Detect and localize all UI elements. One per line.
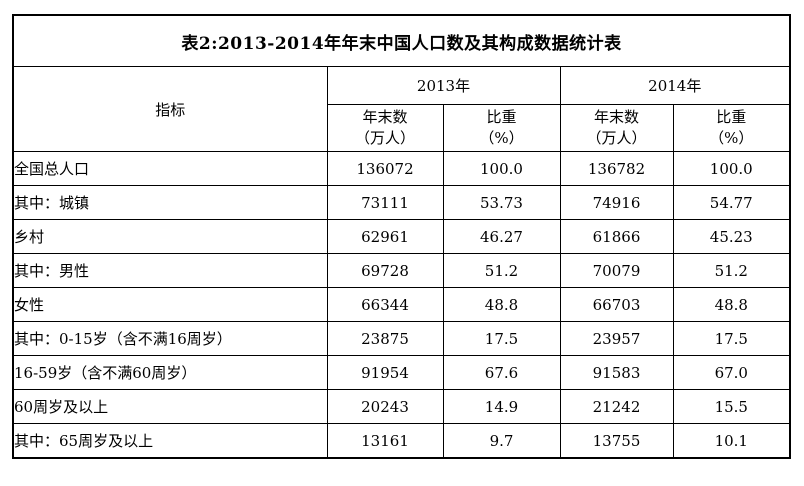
value-cell: 74916 xyxy=(559,185,674,220)
value-cell: 17.5 xyxy=(442,321,561,356)
value-cell: 70079 xyxy=(559,253,674,288)
value-cell: 53.73 xyxy=(442,185,561,220)
row-label: 其中：城镇 xyxy=(12,185,328,220)
table-body: 全国总人口 136072 100.0 136782 100.0 其中：城镇 73111 53.… xyxy=(12,151,791,459)
value-cell: 17.5 xyxy=(672,321,791,356)
row-label: 其中：65周岁及以上 xyxy=(12,423,328,459)
value-cell: 136072 xyxy=(326,151,444,186)
col-header-indicator: 指标 xyxy=(12,66,328,152)
table-row: 女性 66344 48.8 66703 48.8 xyxy=(12,287,791,322)
value-cell: 136782 xyxy=(559,151,674,186)
col-header-2013-yearend-count: 年末数 （万人） xyxy=(326,104,444,152)
value-cell: 67.6 xyxy=(442,355,561,390)
value-cell: 100.0 xyxy=(442,151,561,186)
value-cell: 51.2 xyxy=(672,253,791,288)
value-cell: 45.23 xyxy=(672,219,791,254)
title-row: 表2:2013-2014年年末中国人口数及其构成数据统计表 xyxy=(12,14,791,67)
measure-line2: （%） xyxy=(709,129,754,147)
table-row: 其中：65周岁及以上 13161 9.7 13755 10.1 xyxy=(12,423,791,459)
measure-line1: 年末数 xyxy=(362,108,408,126)
table-row: 其中：男性 69728 51.2 70079 51.2 xyxy=(12,253,791,288)
value-cell: 91954 xyxy=(326,355,444,390)
col-header-year-2013: 2013年 xyxy=(326,66,561,105)
row-label: 乡村 xyxy=(12,219,328,254)
table-row: 乡村 62961 46.27 61866 45.23 xyxy=(12,219,791,254)
value-cell: 69728 xyxy=(326,253,444,288)
value-cell: 15.5 xyxy=(672,389,791,424)
value-cell: 21242 xyxy=(559,389,674,424)
measure-line1: 比重 xyxy=(716,108,747,126)
value-cell: 100.0 xyxy=(672,151,791,186)
value-cell: 66344 xyxy=(326,287,444,322)
value-cell: 73111 xyxy=(326,185,444,220)
table-title: 表2:2013-2014年年末中国人口数及其构成数据统计表 xyxy=(12,14,791,67)
col-header-year-2014: 2014年 xyxy=(559,66,791,105)
value-cell: 10.1 xyxy=(672,423,791,459)
value-cell: 91583 xyxy=(559,355,674,390)
value-cell: 14.9 xyxy=(442,389,561,424)
row-label: 其中：男性 xyxy=(12,253,328,288)
measure-header-row: 年末数 （万人） 比重 （%） 年末数 （万人） 比重 （%） xyxy=(13,104,791,152)
row-label: 60周岁及以上 xyxy=(12,389,328,424)
population-statistics-table: 表2:2013-2014年年末中国人口数及其构成数据统计表 指标 2013年 2… xyxy=(12,14,792,459)
col-header-2014-share: 比重 （%） xyxy=(672,104,791,152)
value-cell: 66703 xyxy=(559,287,674,322)
row-label: 其中：0-15岁（含不满16周岁） xyxy=(12,321,328,356)
value-cell: 13161 xyxy=(326,423,444,459)
value-cell: 48.8 xyxy=(442,287,561,322)
value-cell: 67.0 xyxy=(672,355,791,390)
value-cell: 61866 xyxy=(559,219,674,254)
value-cell: 23875 xyxy=(326,321,444,356)
col-header-2014-yearend-count: 年末数 （万人） xyxy=(559,104,674,152)
row-label: 全国总人口 xyxy=(12,151,328,186)
value-cell: 13755 xyxy=(559,423,674,459)
value-cell: 48.8 xyxy=(672,287,791,322)
value-cell: 62961 xyxy=(326,219,444,254)
value-cell: 46.27 xyxy=(442,219,561,254)
year-header-row: 指标 2013年 2014年 xyxy=(12,66,791,152)
row-label: 16-59岁（含不满60周岁） xyxy=(12,355,328,390)
table-row: 其中：城镇 73111 53.73 74916 54.77 xyxy=(12,185,791,220)
table-row: 全国总人口 136072 100.0 136782 100.0 xyxy=(12,151,791,186)
row-label: 女性 xyxy=(12,287,328,322)
value-cell: 23957 xyxy=(559,321,674,356)
value-cell: 51.2 xyxy=(442,253,561,288)
value-cell: 20243 xyxy=(326,389,444,424)
value-cell: 54.77 xyxy=(672,185,791,220)
table-row: 60周岁及以上 20243 14.9 21242 15.5 xyxy=(12,389,791,424)
measure-line2: （万人） xyxy=(586,129,647,147)
table-row: 16-59岁（含不满60周岁） 91954 67.6 91583 67.0 xyxy=(12,355,791,390)
table-row: 其中：0-15岁（含不满16周岁） 23875 17.5 23957 17.5 xyxy=(12,321,791,356)
measure-line2: （万人） xyxy=(354,129,415,147)
col-header-2013-share: 比重 （%） xyxy=(442,104,561,152)
measure-line2: （%） xyxy=(479,129,524,147)
measure-line1: 比重 xyxy=(486,108,517,126)
measure-line1: 年末数 xyxy=(593,108,639,126)
value-cell: 9.7 xyxy=(442,423,561,459)
